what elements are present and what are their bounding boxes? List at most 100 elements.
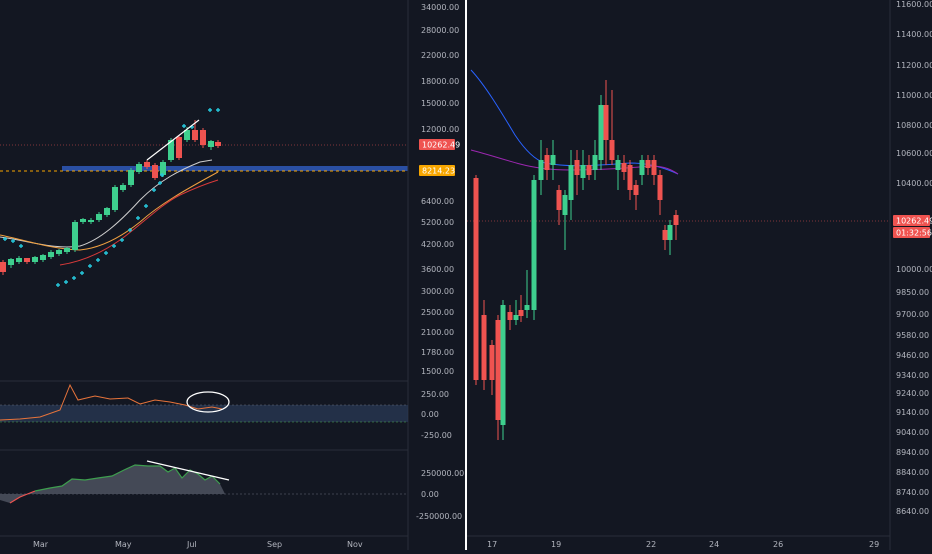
time-label: 24 (709, 540, 719, 549)
psar-dot (112, 244, 116, 248)
left-chart-panel[interactable]: 34000.00 28000.00 22000.00 18000.00 15000.00… (0, 0, 464, 550)
price-tick-label: 9700.00 (896, 310, 929, 319)
support-band[interactable] (62, 166, 408, 171)
hist-tick-label: 0.00 (421, 490, 439, 499)
psar-dot (19, 244, 23, 248)
time-label: May (115, 540, 132, 549)
candle-body (645, 160, 651, 168)
countdown-badge (893, 227, 930, 238)
divergence-line-annotation[interactable] (146, 460, 230, 481)
candle-body (112, 187, 118, 210)
psar-dot (96, 258, 100, 262)
psar-dot (160, 173, 164, 177)
time-label: 17 (487, 540, 497, 549)
price-tick-label: 11600.00 (896, 0, 932, 9)
price-tick-label: 11400.00 (896, 30, 932, 39)
candle-body (633, 185, 639, 195)
psar-dot (216, 108, 220, 112)
price-tick-label: 10800.00 (896, 121, 932, 130)
candle-body (524, 305, 530, 310)
price-tick-label: 28000.00 (421, 26, 459, 35)
candle-body (507, 312, 513, 320)
price-tick-label: 10000.00 (896, 265, 932, 274)
histogram-pane[interactable] (0, 460, 408, 504)
time-label: 26 (773, 540, 783, 549)
circle-annotation-icon[interactable] (186, 391, 230, 413)
right-price-axis[interactable]: 11600.00 11400.00 11200.00 11000.00 10800.00… (896, 0, 932, 516)
price-tick-label: 12000.00 (421, 125, 459, 134)
candle-body (215, 142, 221, 146)
candle-body (200, 130, 206, 145)
oscillator-band (0, 405, 408, 422)
candle-body (580, 165, 586, 178)
price-tick-label: 1780.00 (421, 348, 454, 357)
price-tick-label: 2500.00 (421, 308, 454, 317)
candle-body (184, 130, 190, 140)
psar-dot (152, 188, 156, 192)
psar-dot (3, 237, 7, 241)
time-label: Nov (347, 540, 363, 549)
price-tick-label: 10400.00 (896, 179, 932, 188)
osc-tick-label: -250.00 (421, 431, 452, 440)
candle-body (64, 248, 70, 252)
candle-body (562, 195, 568, 215)
left-price-pane[interactable] (0, 108, 408, 287)
histogram-area (0, 465, 225, 503)
price-tick-label: 8740.00 (896, 488, 929, 497)
candle-body (615, 160, 621, 170)
candle-body (609, 140, 615, 160)
candle-body (80, 219, 86, 222)
price-tick-label: 11000.00 (896, 91, 932, 100)
price-tick-label: 9460.00 (896, 351, 929, 360)
left-candles (0, 120, 221, 275)
right-current-price-badge (893, 215, 930, 226)
left-price-axis[interactable]: 34000.00 28000.00 22000.00 18000.00 15000.00… (421, 3, 459, 376)
price-tick-label: 6400.00 (421, 197, 454, 206)
psar-dot (158, 181, 162, 185)
candle-body (56, 250, 62, 254)
right-chart-panel[interactable]: 11600.00 11400.00 11200.00 11000.00 10800.00… (467, 0, 932, 550)
psar-dot (208, 108, 212, 112)
countdown-text: 01:32:56 (896, 229, 932, 238)
histogram-positive-line (34, 464, 221, 492)
left-support-price-tag: 8214.23 (419, 165, 455, 176)
price-tick-label: 2100.00 (421, 328, 454, 337)
candle-body (603, 105, 609, 140)
price-tick-label: 9580.00 (896, 331, 929, 340)
candle-body (144, 162, 150, 167)
candle-body (544, 155, 550, 170)
right-current-price-text: 10262.49 (896, 217, 932, 226)
trend-line-annotation[interactable] (146, 119, 200, 161)
candle-body (667, 225, 673, 240)
candle-body (128, 170, 134, 185)
layout-divider[interactable] (465, 0, 467, 550)
candle-body (168, 140, 174, 160)
left-support-price-badge (419, 165, 455, 176)
price-tick-label: 15000.00 (421, 99, 459, 108)
candle-body (538, 160, 544, 180)
psar-dot (88, 264, 92, 268)
candle-body (500, 305, 506, 425)
candle-body (176, 137, 182, 158)
osc-tick-label: 250.00 (421, 390, 449, 399)
candle-body (88, 220, 94, 222)
price-tick-label: 11200.00 (896, 61, 932, 70)
candle-body (568, 165, 574, 200)
price-tick-label: 5200.00 (421, 218, 454, 227)
left-support-price-text: 8214.23 (422, 167, 455, 176)
candle-body (16, 258, 22, 262)
time-label: 29 (869, 540, 879, 549)
candle-body (473, 178, 479, 380)
candle-body (662, 230, 668, 240)
candle-body (192, 130, 198, 140)
price-tick-label: 22000.00 (421, 51, 459, 60)
left-current-price-badge (419, 139, 455, 150)
candle-body (495, 320, 501, 420)
candle-body (586, 165, 592, 175)
oscillator-pane[interactable] (0, 383, 408, 423)
price-tick-label: 8940.00 (896, 448, 929, 457)
psar-dot (72, 276, 76, 280)
candle-body (627, 165, 633, 190)
